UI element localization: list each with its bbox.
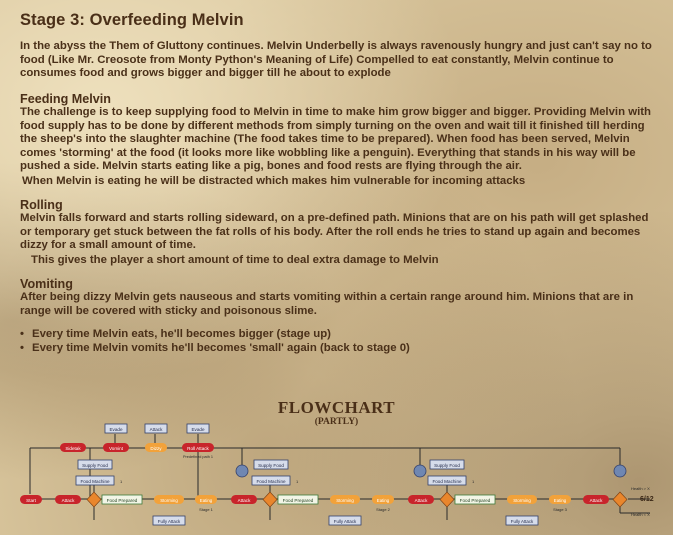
node-label: Attack [415, 498, 428, 503]
dizzy-circles [235, 464, 627, 478]
node-label: Vomint [109, 446, 124, 451]
mini-label: 1 [472, 479, 475, 484]
list-item: Every time Melvin vomits he'll becomes '… [20, 341, 410, 355]
page-number: 6/12 [640, 496, 654, 503]
vomiting-heading: Vomiting [20, 277, 73, 291]
node-label: Food Prepared [283, 498, 314, 503]
stage-3-feeding: Supply Food Food Machine 1 [427, 459, 475, 486]
mini-label: 1 [120, 479, 123, 484]
node-label: Dizzy [150, 446, 162, 451]
node-label: Eating [200, 498, 213, 503]
node-label: Storming [336, 498, 354, 503]
flowchart-subtitle: (PARTLY) [314, 417, 359, 427]
node-label: Supply Food [434, 463, 460, 468]
rolling-note: This gives the player a short amount of … [31, 254, 439, 266]
node-label: Food Machine [80, 479, 110, 484]
flowchart-title: FLOWCHART [277, 398, 396, 417]
node-label: Food Prepared [107, 498, 138, 503]
feeding-heading: Feeding Melvin [20, 92, 111, 106]
stage-label: Stage 2 [376, 507, 391, 512]
page-title: Stage 3: Overfeeding Melvin [20, 11, 244, 29]
node-label: Attack [62, 498, 75, 503]
node-label: Eating [554, 498, 567, 503]
node-label: Evade [109, 427, 122, 432]
flowchart-diagram: Evade Attack Evade Sidetak Vomint Dizzy … [20, 423, 650, 526]
node-label: Storming [160, 498, 178, 503]
node-label: Attack [590, 498, 603, 503]
node-label: Eating [377, 498, 390, 503]
node-label: Supply Food [82, 463, 108, 468]
node-label: Food Prepared [460, 498, 491, 503]
stage-2-feeding: Supply Food Food Machine 1 [251, 459, 299, 486]
node-label: Supply Food [258, 463, 284, 468]
node-label: Attack [238, 498, 251, 503]
node-label: Food Machine [256, 479, 286, 484]
vomiting-paragraph: After being dizzy Melvin gets nauseous a… [20, 291, 634, 317]
mini-label: 1 [296, 479, 299, 484]
node-label: Fully Attack [334, 519, 357, 524]
node-label: Storming [513, 498, 531, 503]
main-row: Start Attack Food Prepared Storming Eati… [20, 486, 650, 526]
node-label: Attack [150, 427, 163, 432]
stage-label: Stage 1 [199, 507, 214, 512]
node-label: Fully Attack [511, 519, 534, 524]
rolling-heading: Rolling [20, 198, 63, 212]
stage-1-feeding: Supply Food Food Machine 1 [75, 459, 123, 486]
intro-paragraph: In the abyss the Them of Gluttony contin… [20, 40, 652, 80]
node-label: Fully Attack [158, 519, 181, 524]
top-row-nodes: Evade Attack Evade [104, 423, 210, 434]
health-gt-label: Health > X [631, 486, 650, 491]
start-label: Start [26, 498, 36, 503]
feeding-paragraph: The challenge is to keep supplying food … [20, 106, 651, 173]
list-item: Every time Melvin eats, he'll becomes bi… [20, 327, 410, 341]
path-caption: Predefined path 1 [183, 455, 213, 459]
health-lt-label: Health < X [631, 512, 650, 517]
node-label: Food Machine [432, 479, 462, 484]
bullet-list: Every time Melvin eats, he'll becomes bi… [20, 327, 410, 355]
node-label: Sidetak [65, 446, 81, 451]
stage-label: Stage 3 [553, 507, 568, 512]
mid-row-nodes: Sidetak Vomint Dizzy Roll Attack Predefi… [60, 443, 214, 459]
node-label: Roll Attack [187, 446, 209, 451]
node-label: Evade [191, 427, 204, 432]
rolling-paragraph: Melvin falls forward and starts rolling … [20, 212, 649, 252]
feeding-note: When Melvin is eating he will be distrac… [22, 175, 526, 187]
